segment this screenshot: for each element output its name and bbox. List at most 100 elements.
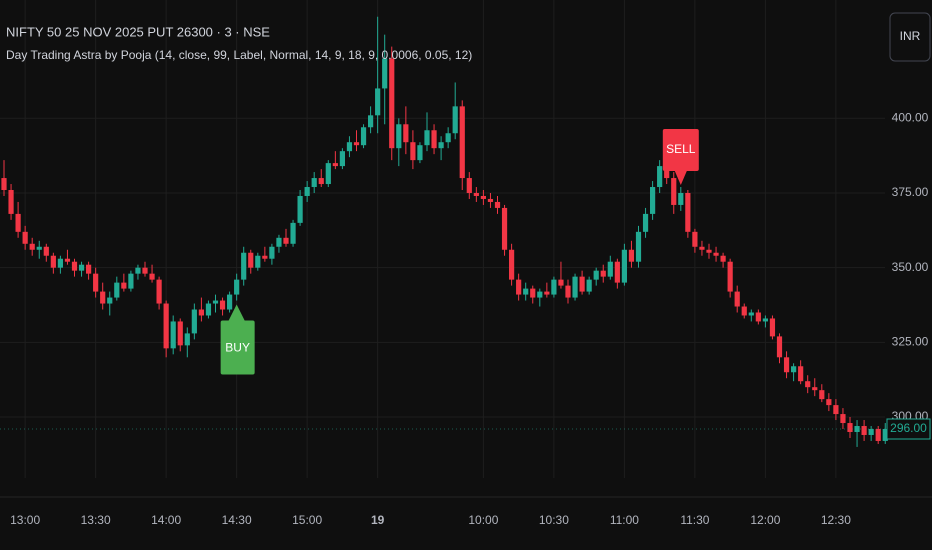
candle-body (325, 163, 331, 185)
candle-body (438, 142, 444, 149)
candle-body (776, 336, 783, 358)
candle-body (396, 124, 402, 149)
currency-button[interactable] (889, 12, 931, 62)
candle-body (720, 255, 726, 262)
candle-body (149, 273, 155, 280)
candle-body (71, 261, 78, 271)
signal-label: SELL (662, 129, 699, 186)
x-tick-label: 19 (371, 513, 385, 527)
candle-body (403, 124, 409, 143)
candle-body (1, 178, 7, 191)
candle-body (241, 252, 247, 280)
last-price-box (886, 418, 931, 440)
candle-body (212, 300, 219, 304)
candle-body (692, 231, 698, 247)
candle-body (755, 312, 761, 322)
signal-label: BUY (220, 304, 255, 375)
candle-body (466, 178, 472, 193)
signal-box (662, 129, 699, 186)
x-tick-label: 12:30 (821, 513, 851, 527)
candle-body (600, 270, 606, 277)
candle-body (205, 303, 212, 316)
candle-body (509, 249, 515, 280)
candle-body (826, 399, 832, 406)
candle-body (114, 282, 120, 298)
candle-body (170, 321, 176, 349)
candle-body (142, 267, 148, 274)
candle-body (487, 198, 494, 202)
candle-body (135, 267, 141, 274)
candle-body (234, 279, 240, 295)
x-tick-label: 15:00 (292, 513, 322, 527)
candle-body (353, 142, 360, 146)
candle-body (530, 288, 536, 298)
candle-body (847, 423, 853, 432)
x-tick-label: 13:00 (10, 513, 40, 527)
candle-body (628, 249, 635, 262)
candle-body (614, 261, 620, 283)
candle-body (177, 321, 183, 346)
candle-body (706, 249, 712, 253)
candle-body (86, 264, 92, 274)
candle-body (579, 276, 585, 292)
candle-body (642, 213, 649, 232)
signal-text: SELL (666, 142, 696, 156)
x-tick-label: 12:00 (750, 513, 780, 527)
candle-body (346, 142, 353, 152)
candle-body (184, 333, 190, 346)
candle-body (875, 429, 881, 441)
candle-body (713, 252, 719, 256)
signal-box (220, 304, 255, 375)
candle-body (283, 237, 289, 244)
candle-body (861, 426, 867, 435)
signal-text: BUY (225, 341, 250, 355)
y-tick-label: 400.00 (892, 110, 929, 124)
candle-body (219, 300, 226, 310)
candle-body (741, 306, 747, 316)
candle-body (93, 273, 99, 292)
candle-body (833, 405, 839, 415)
candle-body (107, 297, 113, 304)
candle-body (255, 255, 261, 268)
candle-body (494, 201, 501, 208)
candle-body (840, 414, 846, 424)
candle-body (304, 187, 310, 196)
candle-body (445, 133, 451, 143)
candle-body (339, 151, 345, 167)
candle-body (248, 252, 254, 268)
candle-body (671, 178, 677, 205)
candle-body (748, 312, 754, 316)
currency-button-label[interactable]: INR (900, 29, 921, 43)
candle-body (607, 261, 613, 277)
candle-body (734, 291, 740, 307)
candle-body (664, 166, 670, 179)
candle-body (537, 291, 543, 298)
candle-body (572, 276, 578, 298)
candle-body (368, 115, 374, 128)
candle-body (657, 166, 663, 188)
candle-body (819, 390, 825, 400)
candle-body (501, 207, 508, 250)
candle-body (727, 261, 733, 292)
candle-body (812, 387, 818, 391)
candle-body (868, 429, 874, 435)
candle-body (854, 426, 860, 432)
candle-body (431, 130, 437, 149)
candle-body (389, 58, 395, 149)
candle-body (29, 243, 35, 250)
candle-body (635, 231, 642, 262)
candle-body (586, 279, 592, 292)
candle-body (227, 294, 233, 310)
candle-body (311, 178, 317, 188)
candle-body (565, 285, 571, 298)
candle-body (290, 222, 296, 244)
candle-body (15, 213, 21, 232)
candle-body (516, 279, 522, 295)
candle-body (762, 318, 768, 322)
candle-body (678, 192, 684, 205)
candle-body (424, 130, 430, 146)
candle-body (621, 249, 627, 283)
x-tick-label: 11:30 (680, 513, 709, 527)
